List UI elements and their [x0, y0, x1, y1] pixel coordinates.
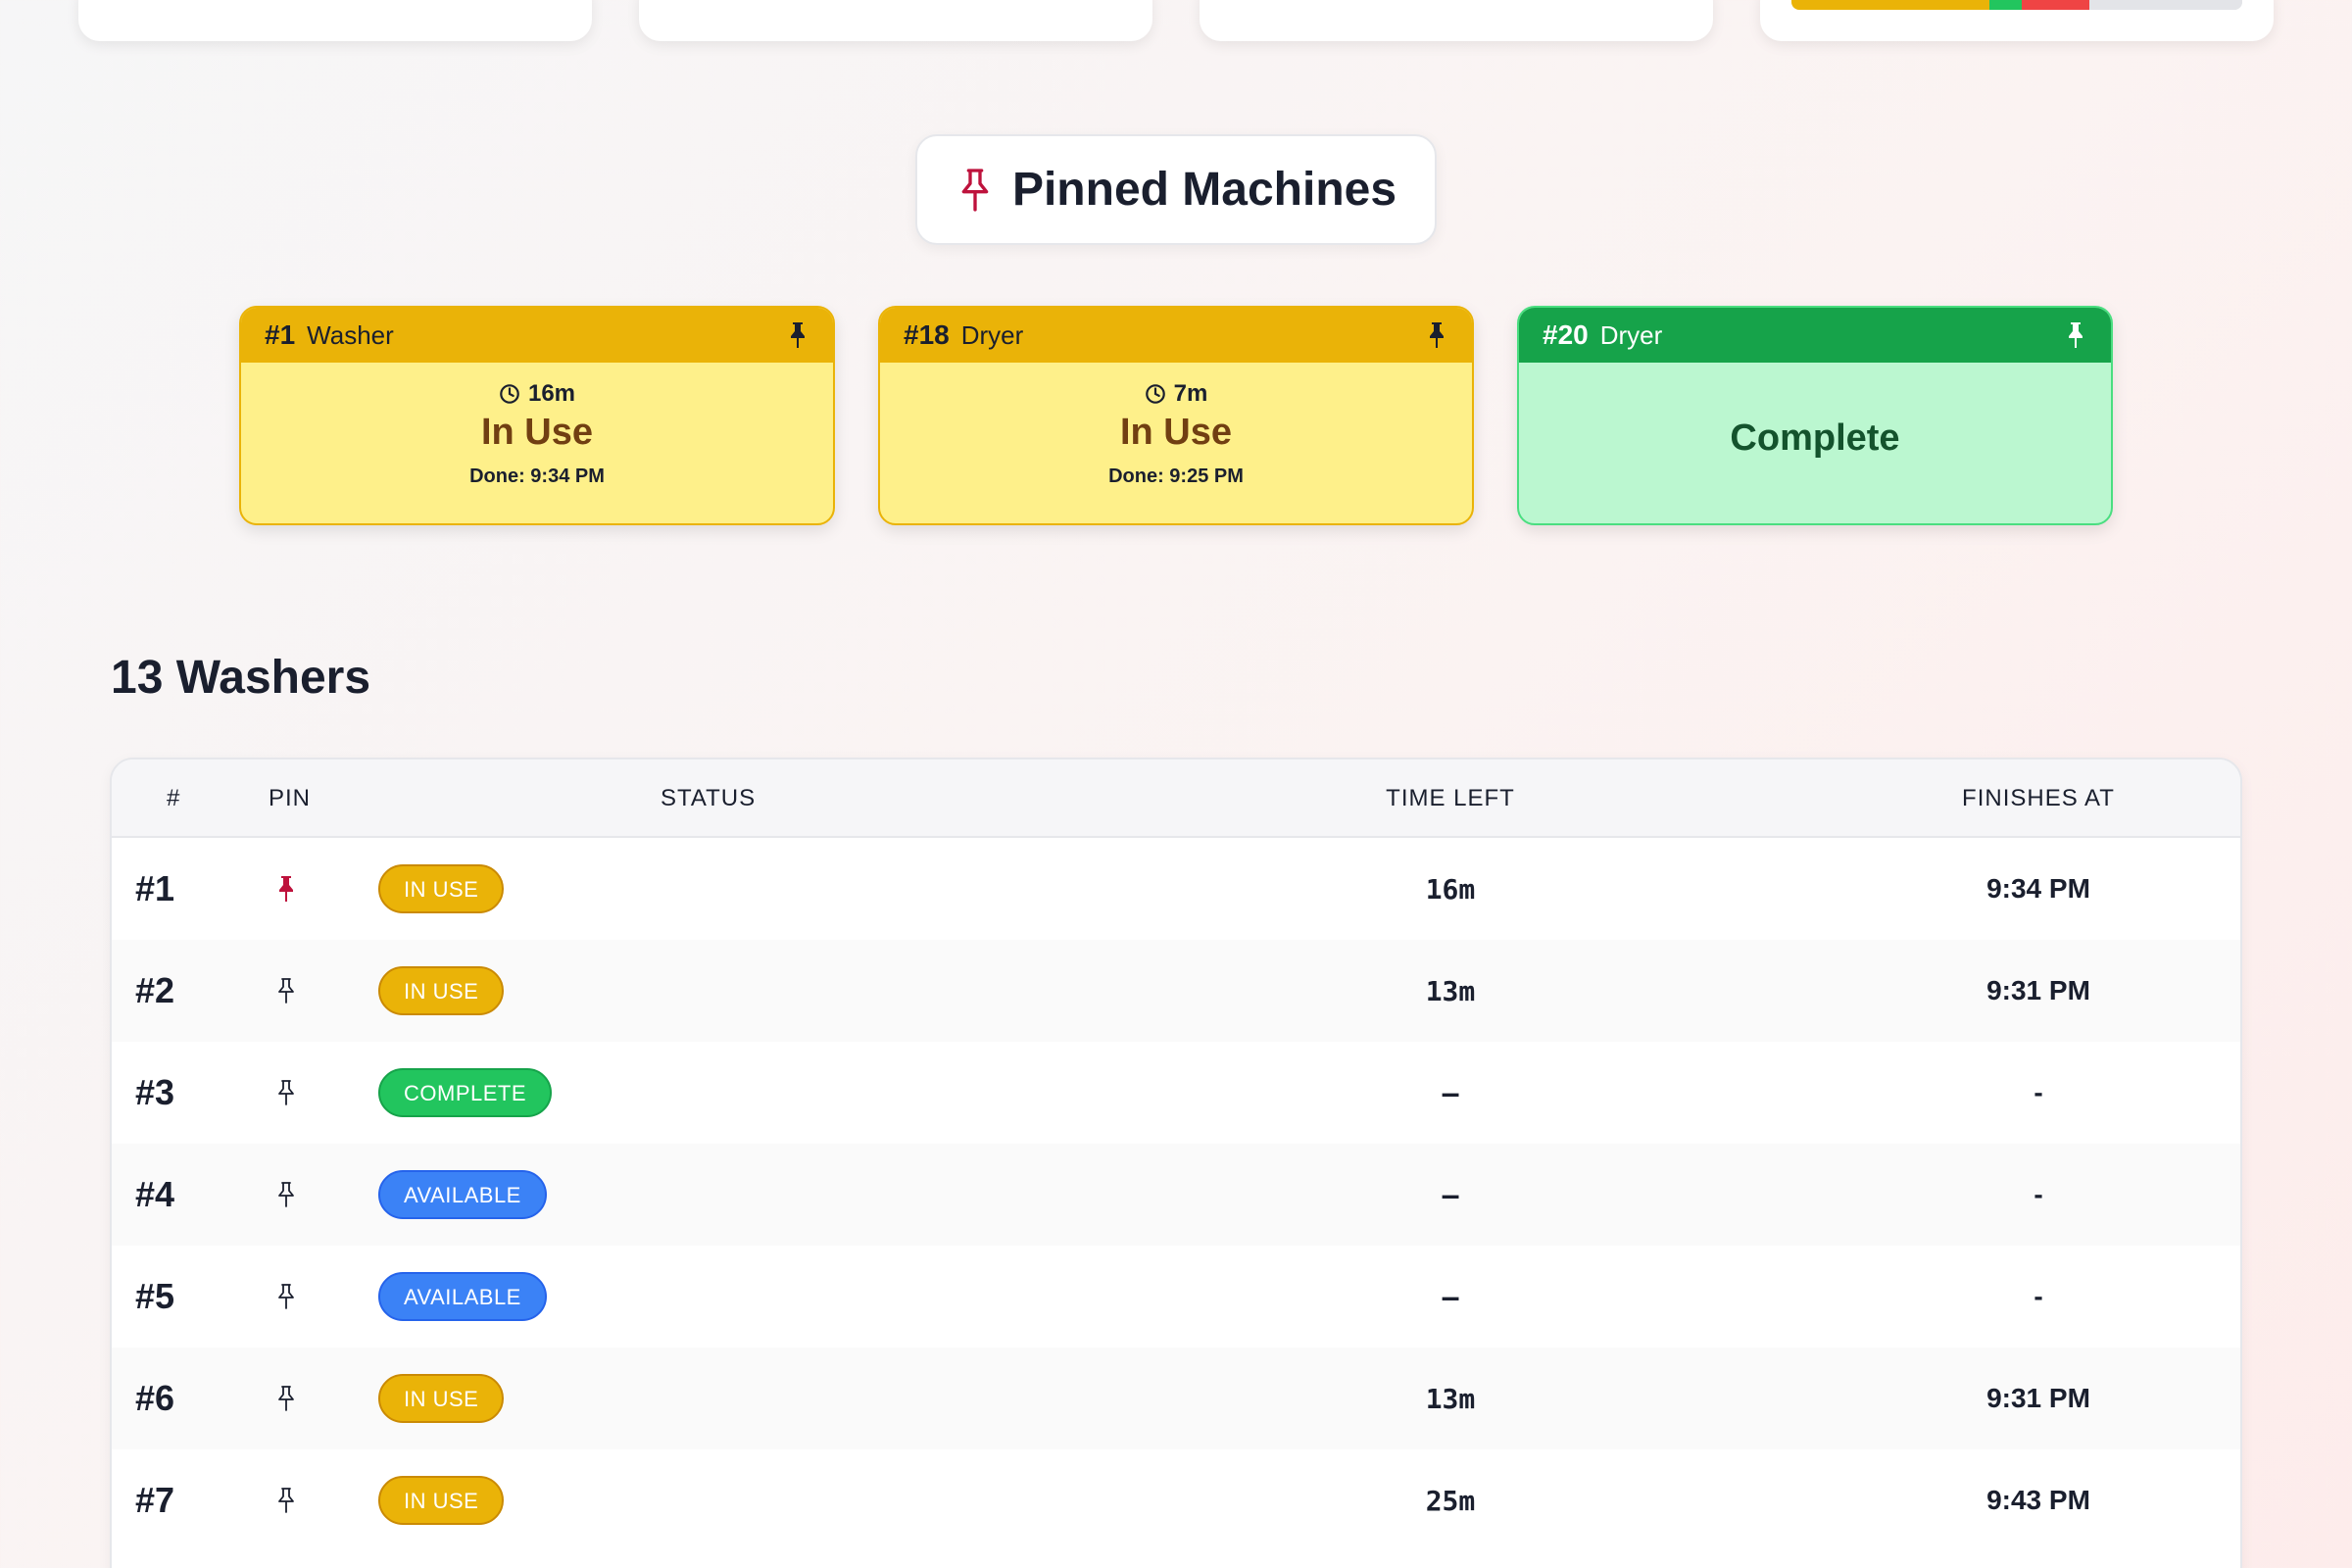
machine-number: #4	[135, 1174, 175, 1214]
machine-state: In Use	[480, 412, 594, 453]
time-value: 7m	[1173, 380, 1208, 407]
finishes-at: 9:43 PM	[1986, 1485, 2090, 1515]
status-segment-error	[2021, 0, 2089, 10]
column-header-status: STATUS	[661, 785, 757, 811]
pinned-card-header: #18 Dryer	[880, 308, 1472, 363]
pin-icon	[956, 167, 995, 214]
unpin-icon[interactable]	[786, 320, 809, 350]
done-time: Done: 9:34 PM	[469, 466, 605, 487]
status-badge: IN USE	[378, 966, 505, 1015]
status-distribution-bar	[1791, 0, 2242, 10]
clock-icon	[1145, 383, 1166, 405]
machine-number: #1	[265, 319, 296, 350]
time-left: 25m	[1425, 1484, 1476, 1517]
status-badge: AVAILABLE	[378, 1272, 547, 1321]
machine-type: Washer	[307, 319, 394, 350]
status-badge: IN USE	[378, 864, 505, 913]
column-header-pin: PIN	[269, 785, 312, 811]
machine-number: #1	[135, 868, 175, 908]
machine-number: #3	[135, 1072, 175, 1112]
summary-card	[1200, 0, 1713, 41]
status-segment-available	[2088, 0, 2242, 10]
table-row[interactable]: #2 IN USE 13m 9:31 PM	[112, 940, 2240, 1042]
summary-card	[78, 0, 592, 41]
pinned-card-dryer-18[interactable]: #18 Dryer 7m In Use Done: 9:25 PM	[878, 306, 1474, 525]
table-row[interactable]: #6 IN USE 13m 9:31 PM	[112, 1348, 2240, 1449]
washers-table: # PIN STATUS TIME LEFT FINISHES AT #1 IN …	[110, 758, 2242, 1568]
time-left: 13m	[1425, 1382, 1476, 1415]
pinned-card-header: #20 Dryer	[1519, 308, 2111, 363]
machine-number: #20	[1543, 319, 1589, 350]
finishes-at: 9:31 PM	[1986, 1383, 2090, 1413]
table-row[interactable]: #3 COMPLETE – -	[112, 1042, 2240, 1144]
pin-icon[interactable]	[267, 1348, 306, 1449]
table-row[interactable]: #5 AVAILABLE – -	[112, 1246, 2240, 1348]
status-segment-complete	[1989, 0, 2022, 10]
machine-number: #18	[904, 319, 950, 350]
machine-state: Complete	[1730, 417, 1900, 459]
pinned-card-washer-1[interactable]: #1 Washer 16m In Use Done: 9:34 PM	[239, 306, 835, 525]
table-row[interactable]: #1 IN USE 16m 9:34 PM	[112, 838, 2240, 940]
machine-number: #5	[135, 1276, 175, 1316]
pinned-machines-title: Pinned Machines	[1011, 164, 1397, 216]
finishes-at: -	[2034, 1077, 2043, 1107]
time-remaining: 16m	[241, 380, 833, 408]
finishes-at: -	[2034, 1179, 2043, 1209]
column-header-finishes-at: FINISHES AT	[1962, 785, 2115, 811]
pin-icon[interactable]	[267, 940, 306, 1042]
time-left: –	[1442, 1280, 1459, 1313]
pin-icon[interactable]	[267, 1246, 306, 1348]
table-row[interactable]: #4 AVAILABLE – -	[112, 1144, 2240, 1246]
time-remaining: 7m	[880, 380, 1472, 408]
status-badge: COMPLETE	[378, 1068, 553, 1117]
column-header-number: #	[167, 785, 181, 811]
machine-type: Dryer	[1599, 319, 1663, 350]
pin-icon[interactable]	[267, 1042, 306, 1144]
clock-icon	[499, 383, 520, 405]
time-left: 16m	[1425, 872, 1476, 906]
machine-state: In Use	[1119, 412, 1233, 453]
machine-number: #7	[135, 1480, 175, 1520]
table-row[interactable]: #7 IN USE 25m 9:43 PM	[112, 1449, 2240, 1551]
machine-type: Dryer	[960, 319, 1024, 350]
machine-number: #6	[135, 1378, 175, 1418]
unpin-icon[interactable]	[2064, 320, 2087, 350]
pin-icon[interactable]	[267, 1449, 306, 1551]
time-value: 16m	[527, 380, 576, 407]
status-badge: AVAILABLE	[378, 1170, 547, 1219]
machine-number: #2	[135, 970, 175, 1010]
unpin-icon[interactable]	[1425, 320, 1448, 350]
finishes-at: -	[2034, 1281, 2043, 1311]
time-left: –	[1442, 1178, 1459, 1211]
status-badge: IN USE	[378, 1476, 505, 1525]
pinned-icon[interactable]	[267, 838, 306, 940]
table-header: # PIN STATUS TIME LEFT FINISHES AT	[112, 760, 2240, 838]
column-header-time-left: TIME LEFT	[1386, 785, 1515, 811]
pin-icon[interactable]	[267, 1144, 306, 1246]
finishes-at: 9:31 PM	[1986, 975, 2090, 1005]
summary-card-status-bar	[1760, 0, 2274, 41]
time-left: –	[1442, 1076, 1459, 1109]
time-left: 13m	[1425, 974, 1476, 1007]
finishes-at: 9:34 PM	[1986, 873, 2090, 904]
done-time: Done: 9:25 PM	[1108, 466, 1244, 487]
washers-section-title: 13 Washers	[111, 652, 371, 704]
summary-card	[639, 0, 1152, 41]
pinned-card-header: #1 Washer	[241, 308, 833, 363]
status-badge: IN USE	[378, 1374, 505, 1423]
table-body: #1 IN USE 16m 9:34 PM #2 IN USE 13m 9:31 PM #3 CO…	[112, 838, 2240, 1551]
pinned-card-dryer-20[interactable]: #20 Dryer Complete	[1517, 306, 2113, 525]
status-segment-in-use	[1791, 0, 1990, 10]
pinned-machines-header: Pinned Machines	[915, 134, 1437, 245]
